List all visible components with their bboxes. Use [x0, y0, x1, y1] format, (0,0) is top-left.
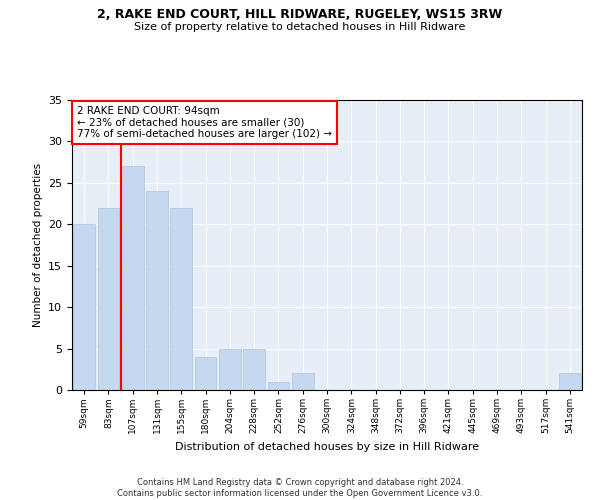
- Bar: [97, 208, 119, 390]
- X-axis label: Distribution of detached houses by size in Hill Ridware: Distribution of detached houses by size …: [175, 442, 479, 452]
- Y-axis label: Number of detached properties: Number of detached properties: [32, 163, 43, 327]
- Bar: [292, 374, 314, 390]
- Bar: [268, 382, 289, 390]
- Text: Contains HM Land Registry data © Crown copyright and database right 2024.
Contai: Contains HM Land Registry data © Crown c…: [118, 478, 482, 498]
- Bar: [559, 374, 581, 390]
- Text: 2, RAKE END COURT, HILL RIDWARE, RUGELEY, WS15 3RW: 2, RAKE END COURT, HILL RIDWARE, RUGELEY…: [97, 8, 503, 20]
- Bar: [243, 348, 265, 390]
- Bar: [146, 191, 168, 390]
- Text: Size of property relative to detached houses in Hill Ridware: Size of property relative to detached ho…: [134, 22, 466, 32]
- Bar: [170, 208, 192, 390]
- Bar: [73, 224, 95, 390]
- Bar: [219, 348, 241, 390]
- Bar: [194, 357, 217, 390]
- Bar: [122, 166, 143, 390]
- Text: 2 RAKE END COURT: 94sqm
← 23% of detached houses are smaller (30)
77% of semi-de: 2 RAKE END COURT: 94sqm ← 23% of detache…: [77, 106, 332, 139]
